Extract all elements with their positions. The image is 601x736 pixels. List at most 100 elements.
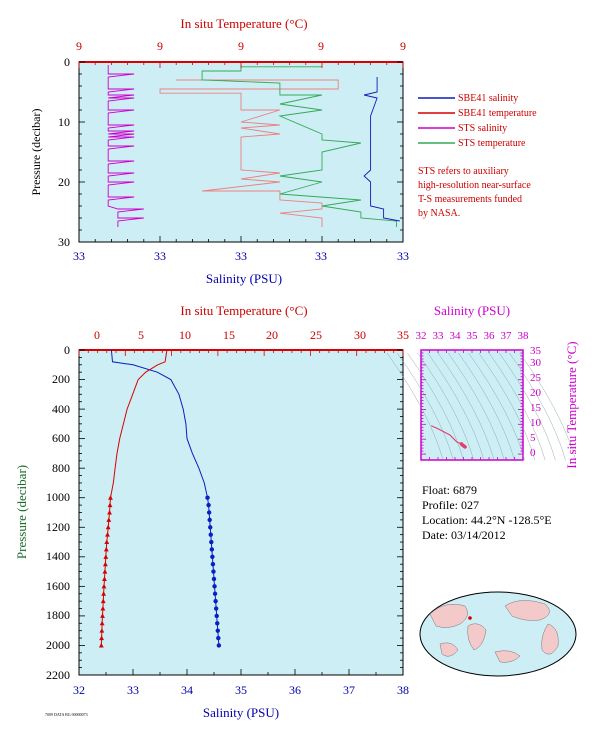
bottom-chart-tick-marks xyxy=(78,349,404,676)
legend-label-sts-temperature: STS temperature xyxy=(458,138,526,149)
temperature-point xyxy=(101,591,107,596)
temperature-point xyxy=(107,509,112,515)
y-tick-label: 1400 xyxy=(46,549,70,563)
y-tick-label: 20 xyxy=(58,175,70,189)
ts-inset-ylabel: In situ Temperature (°C) xyxy=(564,341,579,468)
ts-point xyxy=(463,445,467,449)
top-tick-label: 9 xyxy=(157,39,163,53)
top-chart-xlabel: Salinity (PSU) xyxy=(206,271,282,286)
salinity-point xyxy=(209,539,214,545)
legend-note-line: T-S measurements funded xyxy=(418,194,522,205)
y-tick-label: 800 xyxy=(52,461,70,475)
profile-number: Profile: 027 xyxy=(422,498,479,512)
temperature-point xyxy=(105,524,111,530)
y-tick-label: 1800 xyxy=(46,608,70,622)
temperature-point xyxy=(105,532,110,537)
density-isoline xyxy=(397,352,454,461)
top-chart: In situ Temperature (°C) 9 9 9 9 9 0 10 … xyxy=(29,16,409,286)
footer-tiny-text: 7009 DATA BG 00000073 xyxy=(45,712,88,717)
bottom-tick-label: 35 xyxy=(235,683,247,697)
temperature-point xyxy=(99,635,104,641)
top-tick-label: 9 xyxy=(400,39,406,53)
sbe41-temperature-trace xyxy=(159,79,339,227)
top-tick-label: 9 xyxy=(76,39,82,53)
legend-note-line: by NASA. xyxy=(418,208,460,219)
ts-inset: Salinity (PSU) 32 33 34 35 36 37 38 0 5 … xyxy=(386,303,579,469)
top-tick-label: 35 xyxy=(397,328,409,342)
y-tick-label: 1000 xyxy=(46,490,70,504)
top-chart-bottom-ticklabels: 33 33 33 33 33 xyxy=(73,249,409,263)
ts-y-tick-label: 0 xyxy=(530,447,536,459)
y-tick-label: 200 xyxy=(52,372,70,386)
bottom-tick-label: 33 xyxy=(315,249,327,263)
density-isoline xyxy=(519,352,576,461)
top-tick-label: 30 xyxy=(354,328,366,342)
top-tick-label: 9 xyxy=(238,39,244,53)
top-tick-label: 5 xyxy=(138,328,144,342)
salinity-point xyxy=(210,554,215,560)
map-float-marker xyxy=(468,616,472,620)
ts-top-tick-label: 34 xyxy=(450,330,462,342)
density-isoline xyxy=(417,352,474,461)
temperature-point xyxy=(102,576,107,581)
top-chart-traces xyxy=(107,65,400,227)
ts-inset-title: Salinity (PSU) xyxy=(434,303,510,318)
bottom-tick-label: 38 xyxy=(397,683,409,697)
legend: SBE41 salinity SBE41 temperature STS sal… xyxy=(418,93,537,219)
map-land xyxy=(429,600,559,663)
bottom-plot-area xyxy=(78,349,404,676)
salinity-point xyxy=(208,525,213,530)
salinity-point xyxy=(215,628,220,633)
salinity-point xyxy=(207,517,212,523)
salinity-point xyxy=(206,502,211,508)
top-tick-label: 9 xyxy=(318,39,324,53)
legend-note-line: high-resolution near-surface xyxy=(418,180,531,191)
bottom-chart-traces xyxy=(98,349,222,648)
bottom-tick-label: 37 xyxy=(343,683,355,697)
salinity-point xyxy=(209,547,215,552)
y-tick-label: 2000 xyxy=(46,638,70,652)
float-location: Location: 44.2°N -128.5°E xyxy=(422,513,552,527)
ts-density-isolines xyxy=(386,352,576,461)
temperature-point xyxy=(100,613,105,618)
density-isoline xyxy=(437,352,495,461)
salinity-point xyxy=(214,613,219,619)
sbe41-salinity-trace xyxy=(363,77,400,222)
ts-top-tick-label: 36 xyxy=(484,330,496,342)
salinity-point xyxy=(206,510,212,515)
bottom-chart-ylabel: Pressure (decibar) xyxy=(14,465,29,559)
sts-salinity-trace xyxy=(107,65,144,227)
top-chart-ylabel: Pressure (decibar) xyxy=(29,109,43,196)
bottom-tick-label: 34 xyxy=(181,683,193,697)
temperature-point xyxy=(104,539,110,545)
bottom-chart-xlabel: Salinity (PSU) xyxy=(203,705,279,720)
bottom-chart-y-ticklabels: 0 200 400 600 800 1000 1200 1400 1600 18… xyxy=(46,343,70,682)
y-tick-label: 0 xyxy=(64,55,70,69)
salinity-point xyxy=(211,569,216,574)
bottom-tick-label: 33 xyxy=(154,249,166,263)
top-chart-tick-marks xyxy=(78,61,404,243)
y-tick-label: 2200 xyxy=(46,668,70,682)
float-info: Float: 6879 Profile: 027 Location: 44.2°… xyxy=(422,483,552,542)
temperature-point xyxy=(98,642,104,648)
legend-label-sbe41-salinity: SBE41 salinity xyxy=(458,93,518,104)
top-tick-label: 25 xyxy=(310,328,322,342)
temperature-point xyxy=(100,598,106,604)
bottom-chart: In situ Temperature (°C) 0 5 10 15 20 25… xyxy=(14,303,409,720)
world-map xyxy=(419,591,577,677)
ts-inset-top-ticklabels: 32 33 34 35 36 37 38 xyxy=(416,330,530,342)
salinity-point xyxy=(213,606,219,611)
density-isoline xyxy=(427,352,485,461)
temperature-point xyxy=(100,605,106,611)
salinity-point xyxy=(211,576,217,582)
bottom-chart-top-ticklabels: 0 5 10 15 20 25 30 35 xyxy=(94,328,409,342)
ts-inset-tick-marks xyxy=(420,349,524,460)
legend-label-sbe41-temperature: SBE41 temperature xyxy=(458,108,537,119)
ts-top-tick-label: 38 xyxy=(518,330,530,342)
ts-y-tick-label: 30 xyxy=(530,357,542,369)
density-isoline xyxy=(499,352,556,461)
bottom-tick-label: 33 xyxy=(397,249,409,263)
profile-date: Date: 03/14/2012 xyxy=(422,528,506,542)
y-tick-label: 600 xyxy=(52,431,70,445)
